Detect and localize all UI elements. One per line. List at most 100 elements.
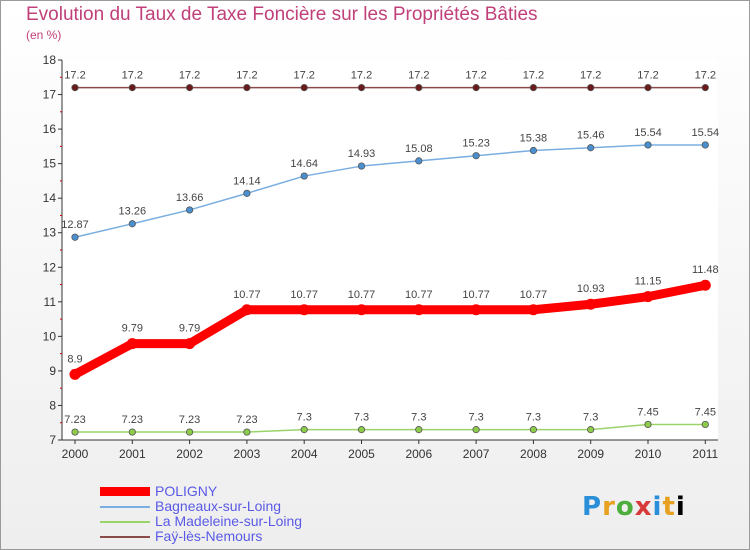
data-point — [186, 206, 194, 214]
data-label: 7.23 — [236, 414, 257, 426]
data-point — [357, 84, 366, 92]
data-point — [415, 157, 423, 165]
data-label: 15.23 — [462, 138, 490, 150]
plot-area — [62, 60, 718, 440]
data-point — [357, 426, 366, 434]
data-point — [241, 304, 253, 316]
y-tick-label: 13 — [43, 226, 57, 240]
x-tick-label: 2002 — [176, 447, 203, 461]
data-point — [699, 279, 711, 291]
data-label: 13.66 — [176, 192, 204, 204]
data-label: 17.2 — [351, 70, 372, 82]
data-point — [69, 368, 81, 380]
data-point — [128, 84, 136, 92]
data-label: 9.79 — [179, 323, 200, 335]
data-point — [415, 426, 423, 434]
chart-subtitle: (en %) — [26, 28, 62, 42]
data-point — [71, 84, 79, 92]
data-point — [472, 426, 480, 434]
data-label: 10.93 — [577, 283, 605, 295]
data-label: 17.2 — [637, 70, 658, 82]
legend-label: Bagneaux-sur-Loing — [155, 498, 282, 514]
data-label: 17.2 — [408, 70, 429, 82]
data-point — [701, 84, 709, 92]
data-label: 15.46 — [577, 130, 605, 142]
x-tick-label: 2011 — [692, 447, 718, 461]
data-label: 14.14 — [233, 175, 261, 187]
data-label: 9.79 — [122, 323, 143, 335]
data-label: 10.77 — [348, 289, 376, 301]
legend-label: POLIGNY — [155, 483, 218, 499]
legend-swatch — [100, 521, 150, 523]
x-tick-label: 2008 — [520, 447, 547, 461]
x-tick-label: 2001 — [119, 447, 146, 461]
data-label: 7.23 — [179, 414, 200, 426]
y-tick-label: 12 — [43, 260, 57, 274]
data-label: 17.2 — [122, 70, 143, 82]
data-point — [587, 426, 595, 434]
data-label: 10.77 — [462, 289, 490, 301]
data-point — [701, 420, 709, 429]
proxiti-logo: Proxiti — [582, 492, 686, 522]
data-label: 10.77 — [520, 289, 548, 301]
data-label: 14.93 — [348, 148, 376, 160]
data-label: 17.2 — [580, 70, 601, 82]
data-point — [472, 84, 480, 92]
data-point — [644, 84, 652, 92]
data-point — [529, 146, 538, 155]
data-label: 15.38 — [520, 133, 548, 145]
data-point — [642, 291, 654, 303]
data-label: 7.3 — [411, 412, 426, 424]
data-point — [186, 428, 194, 436]
data-point — [644, 420, 652, 429]
data-point — [472, 152, 480, 160]
data-label: 17.2 — [293, 70, 314, 82]
legend-swatch — [100, 536, 150, 538]
data-label: 10.77 — [233, 289, 261, 301]
x-tick-label: 2005 — [348, 447, 375, 461]
data-point — [587, 84, 595, 92]
y-tick-label: 9 — [49, 364, 56, 378]
data-point — [413, 304, 425, 316]
data-label: 13.26 — [119, 206, 147, 218]
y-tick-label: 8 — [49, 398, 56, 412]
data-point — [529, 84, 538, 92]
x-tick-label: 2004 — [291, 447, 318, 461]
data-label: 17.2 — [695, 70, 716, 82]
x-tick-label: 2006 — [405, 447, 432, 461]
series-line-1 — [74, 144, 707, 238]
data-label: 15.54 — [692, 127, 720, 139]
data-label: 7.23 — [122, 414, 143, 426]
data-label: 17.2 — [465, 70, 486, 82]
data-label: 17.2 — [523, 70, 544, 82]
data-point — [300, 172, 308, 180]
data-label: 7.3 — [583, 412, 598, 424]
data-point — [585, 298, 597, 310]
data-label: 7.3 — [468, 412, 483, 424]
data-point — [644, 141, 652, 149]
legend-label: Faÿ-lès-Nemours — [155, 528, 263, 544]
legend-label: La Madeleine-sur-Loing — [155, 513, 303, 529]
y-tick-label: 14 — [43, 191, 57, 205]
data-label: 15.08 — [405, 143, 433, 155]
y-tick-label: 11 — [44, 295, 57, 309]
data-point — [357, 162, 366, 170]
legend-swatch — [100, 506, 150, 508]
data-label: 7.45 — [695, 406, 716, 418]
data-label: 7.3 — [297, 412, 312, 424]
data-label: 7.3 — [354, 412, 369, 424]
data-label: 11.48 — [692, 264, 719, 276]
x-tick-label: 2003 — [234, 447, 261, 461]
data-label: 14.64 — [290, 158, 318, 170]
data-point — [298, 304, 310, 316]
y-tick-label: 18 — [43, 53, 57, 67]
data-point — [300, 426, 308, 434]
data-point — [300, 84, 308, 92]
chart-title: Evolution du Taux de Taxe Foncière sur l… — [26, 4, 538, 25]
data-label: 17.2 — [64, 70, 85, 82]
data-point — [527, 304, 539, 316]
x-tick-label: 2010 — [635, 447, 662, 461]
data-point — [243, 189, 251, 197]
data-label: 10.77 — [405, 289, 433, 301]
